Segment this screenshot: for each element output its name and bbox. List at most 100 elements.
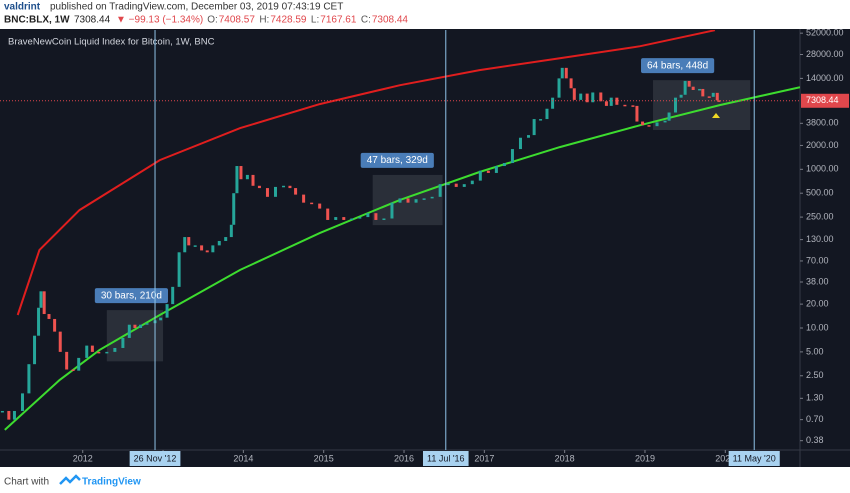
marker-label-bg xyxy=(129,451,181,466)
candle xyxy=(430,196,434,199)
candle xyxy=(224,237,228,241)
candle xyxy=(564,67,568,79)
symbol: BNC:BLX, 1W xyxy=(4,15,70,26)
candle xyxy=(39,291,43,308)
candle xyxy=(187,237,191,246)
ohlc-value: 7408.57 xyxy=(219,15,256,26)
last-price-bg xyxy=(801,93,849,108)
x-tick-label: 2012 xyxy=(73,453,93,463)
candle xyxy=(239,166,243,180)
ohlc-value: 7167.61 xyxy=(320,15,357,26)
candle xyxy=(211,245,215,253)
candle xyxy=(245,174,249,180)
band-line xyxy=(16,30,716,316)
y-tick-label: 2.50 xyxy=(806,370,824,380)
x-tick-label: 2014 xyxy=(233,453,253,463)
candle xyxy=(390,202,394,219)
candle xyxy=(113,347,117,352)
y-tick-label: 1.30 xyxy=(806,393,824,403)
candle xyxy=(551,97,555,109)
candle xyxy=(334,217,338,220)
candle xyxy=(518,137,522,150)
candle xyxy=(585,93,589,103)
candle xyxy=(366,213,370,218)
candle xyxy=(193,245,197,247)
candle xyxy=(663,120,667,123)
candle xyxy=(615,97,619,105)
candle xyxy=(133,324,137,329)
candle xyxy=(358,217,362,219)
candle xyxy=(683,80,687,95)
marker-label: 11 Jul '16 xyxy=(427,453,465,463)
marker-label: 26 Nov '12 xyxy=(134,453,177,463)
candle xyxy=(406,198,410,203)
candle xyxy=(545,108,549,120)
marker-icon xyxy=(712,113,720,118)
plot: 30 bars, 210d 47 bars, 329d 64 bars, 448d xyxy=(0,30,800,431)
candle xyxy=(414,199,418,203)
candle xyxy=(217,240,221,246)
y-tick-label: 130.00 xyxy=(806,234,834,244)
candle xyxy=(127,324,131,338)
y-tick-label: 0.70 xyxy=(806,414,824,424)
candle xyxy=(159,317,163,321)
candle xyxy=(97,351,101,354)
candle xyxy=(635,105,639,122)
footer-text: Chart with xyxy=(4,477,49,488)
candle xyxy=(462,184,466,187)
candle xyxy=(674,97,678,113)
candle xyxy=(502,163,506,167)
candle xyxy=(145,323,149,325)
footer-brand[interactable]: TradingView xyxy=(82,477,141,488)
candle xyxy=(205,250,209,253)
x-tick-label: 2017 xyxy=(474,453,494,463)
x-tick-label: 2018 xyxy=(555,453,575,463)
candle xyxy=(623,104,627,107)
candle xyxy=(557,78,561,98)
chart-title: BraveNewCoin Liquid Index for Bitcoin, 1… xyxy=(8,37,215,48)
ohlc-value: 7308.44 xyxy=(372,15,409,26)
y-tick-label: 70.00 xyxy=(806,255,829,265)
y-tick-label: 28000.00 xyxy=(806,49,844,59)
author[interactable]: valdrint xyxy=(4,2,41,13)
candle xyxy=(527,135,531,138)
range-box xyxy=(653,80,751,130)
candle xyxy=(85,345,89,358)
candle xyxy=(7,410,11,420)
candle xyxy=(599,92,603,102)
y-tick-label: 3800.00 xyxy=(806,118,839,128)
marker-label: 11 May '20 xyxy=(733,453,776,463)
y-tick-label: 0.38 xyxy=(806,435,824,445)
ohlc-key: O: xyxy=(207,15,218,26)
candle xyxy=(265,188,269,197)
logo xyxy=(59,474,81,485)
candle xyxy=(398,198,402,203)
range-label: 64 bars, 448d xyxy=(647,60,708,71)
candle xyxy=(707,96,711,98)
candle xyxy=(121,337,125,348)
candle xyxy=(454,183,458,187)
change: ▼ −99.13 (−1.34%) xyxy=(116,15,203,26)
y-tick-label: 38.00 xyxy=(806,276,829,286)
logo-mark xyxy=(59,474,81,485)
ohlc-key: C: xyxy=(361,15,371,26)
candle xyxy=(251,174,255,186)
ohlc-value: 7428.59 xyxy=(270,15,307,26)
candle xyxy=(171,286,175,305)
candle xyxy=(446,183,450,186)
candle xyxy=(294,188,298,195)
candle xyxy=(183,237,187,253)
candle xyxy=(691,86,695,90)
range-label: 30 bars, 210d xyxy=(101,290,162,301)
candle xyxy=(572,88,576,100)
candle xyxy=(438,184,442,197)
y-tick-label: 20.00 xyxy=(806,298,829,308)
candle xyxy=(177,252,181,287)
candle xyxy=(591,92,595,103)
y-tick-label: 1000.00 xyxy=(806,164,839,174)
candle xyxy=(698,88,702,91)
candle xyxy=(302,194,306,203)
candle xyxy=(715,92,719,101)
